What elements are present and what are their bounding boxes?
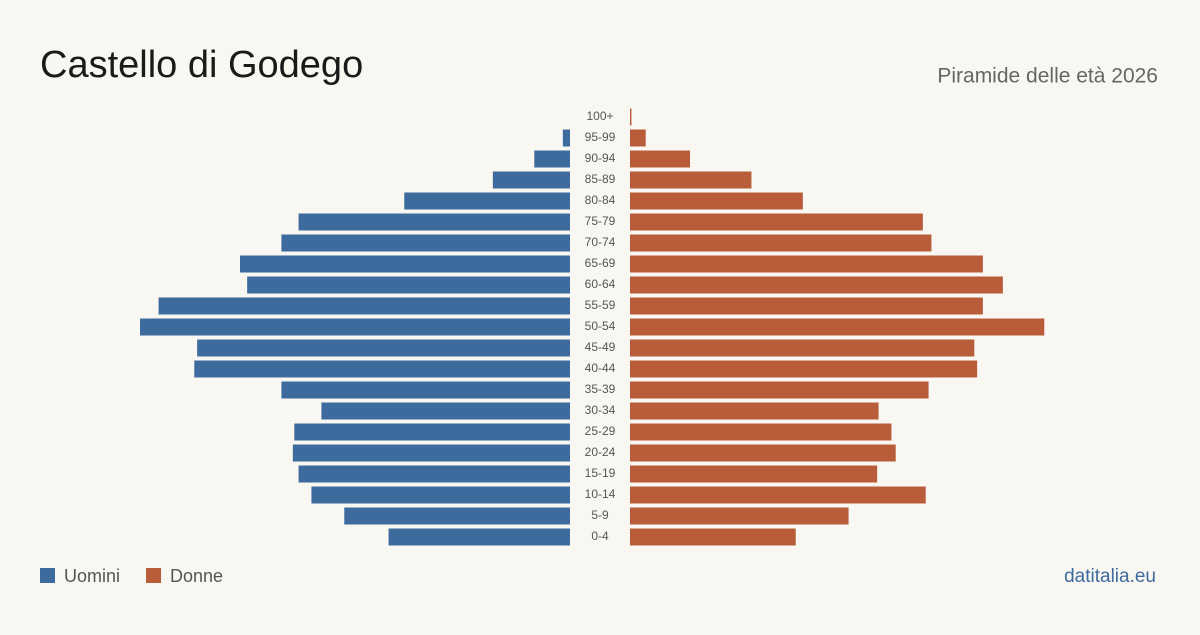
bar <box>630 528 796 546</box>
age-label: 40-44 <box>585 361 616 375</box>
bar <box>630 192 803 210</box>
bar <box>630 360 978 378</box>
age-label: 85-89 <box>585 172 616 186</box>
age-label: 90-94 <box>585 151 616 165</box>
age-label: 25-29 <box>585 424 616 438</box>
chart-title: Castello di Godego <box>40 44 363 86</box>
bar <box>630 297 983 315</box>
bar <box>298 465 570 483</box>
age-label: 50-54 <box>585 319 616 333</box>
bar <box>630 465 878 483</box>
bar <box>630 213 923 231</box>
age-label: 70-74 <box>585 235 616 249</box>
legend-swatch <box>146 568 162 583</box>
bar <box>281 381 570 399</box>
bar <box>630 276 1003 294</box>
bar <box>321 402 570 420</box>
age-label: 60-64 <box>585 277 616 291</box>
legend-label: Uomini <box>64 566 120 586</box>
bar <box>630 423 892 441</box>
legend-swatch <box>40 568 55 583</box>
bar <box>247 276 570 294</box>
bar <box>197 339 570 357</box>
bar <box>630 507 849 525</box>
bar <box>294 423 570 441</box>
bar <box>292 444 570 462</box>
age-label: 55-59 <box>585 298 616 312</box>
age-label: 65-69 <box>585 256 616 270</box>
age-label: 95-99 <box>585 130 616 144</box>
age-label: 100+ <box>586 109 613 123</box>
bar <box>630 486 926 504</box>
bar <box>630 171 752 189</box>
age-label: 5-9 <box>591 508 609 522</box>
age-label: 10-14 <box>585 487 616 501</box>
bar <box>240 255 570 273</box>
bar <box>562 129 570 147</box>
bar <box>194 360 571 378</box>
bar <box>311 486 570 504</box>
bar <box>630 108 632 126</box>
bar <box>158 297 571 315</box>
bar <box>298 213 570 231</box>
bar <box>344 507 570 525</box>
age-label: 35-39 <box>585 382 616 396</box>
bar <box>630 381 929 399</box>
bar <box>404 192 570 210</box>
bar <box>534 150 570 168</box>
age-label: 45-49 <box>585 340 616 354</box>
bar <box>630 318 1045 336</box>
bar <box>630 234 932 252</box>
age-label: 20-24 <box>585 445 616 459</box>
age-label: 30-34 <box>585 403 616 417</box>
age-label: 75-79 <box>585 214 616 228</box>
bar <box>630 150 690 168</box>
bar <box>492 171 570 189</box>
source: datitalia.eu <box>1064 566 1156 587</box>
bar <box>630 402 879 420</box>
legend-label: Donne <box>170 566 223 586</box>
bar <box>630 129 646 147</box>
bar <box>630 339 975 357</box>
bar <box>630 255 983 273</box>
age-label: 0-4 <box>591 529 609 543</box>
chart-subtitle: Piramide delle età 2026 <box>937 65 1158 88</box>
bar <box>281 234 570 252</box>
age-label: 15-19 <box>585 466 616 480</box>
bar <box>630 444 896 462</box>
bar <box>140 318 570 336</box>
age-label: 80-84 <box>585 193 616 207</box>
bar <box>388 528 570 546</box>
